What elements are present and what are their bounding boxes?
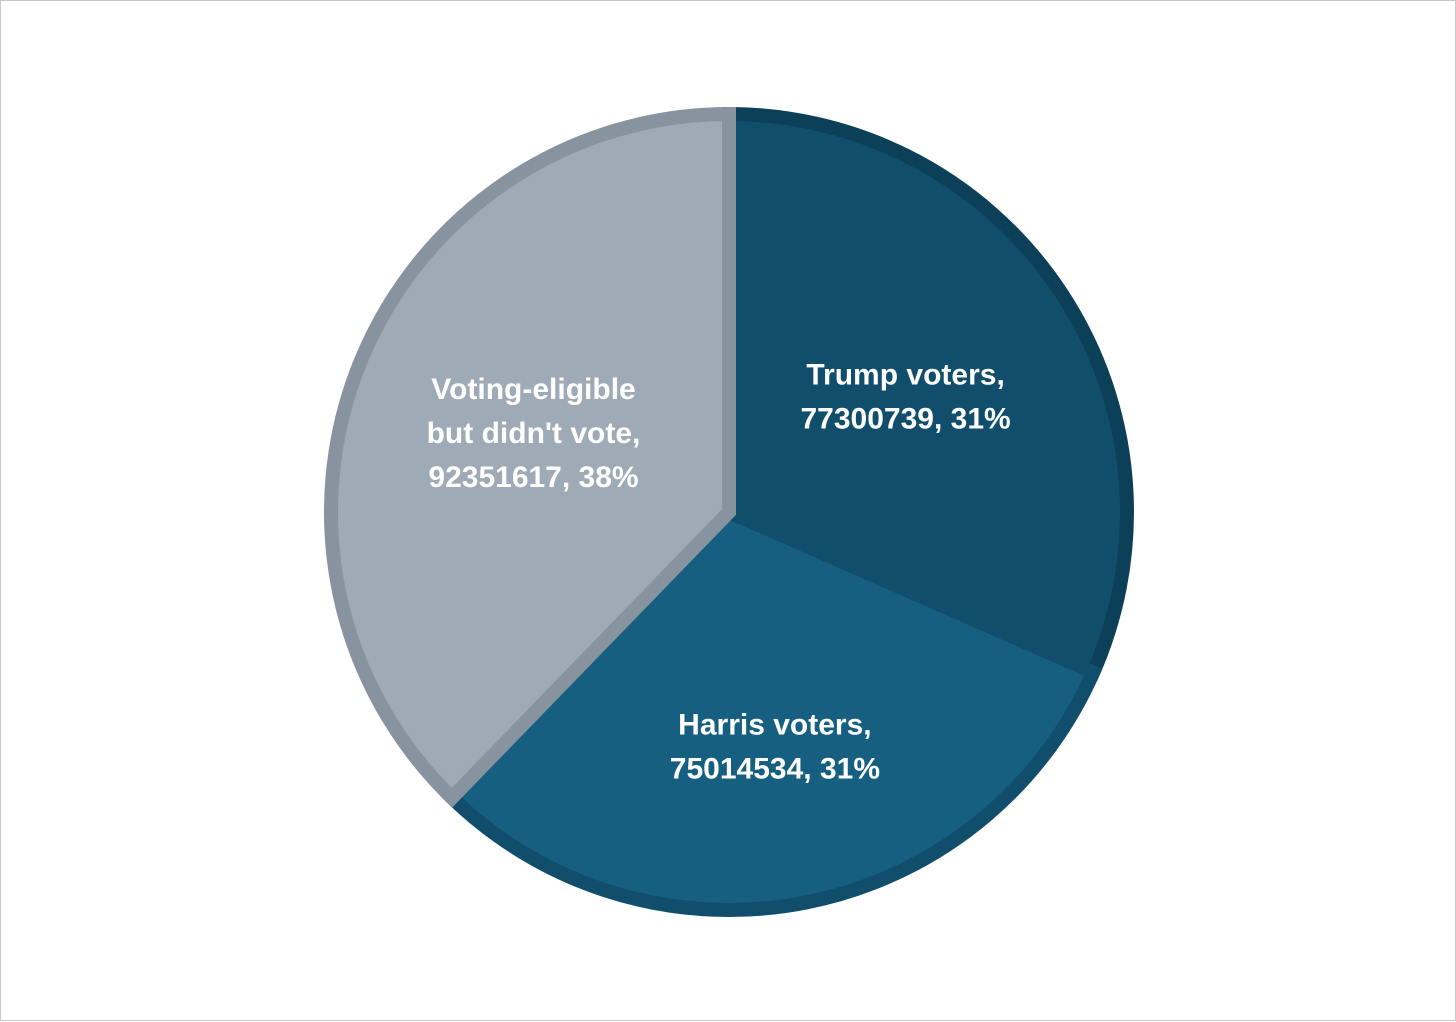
- slice-label-line: Voting-eligible: [431, 373, 635, 406]
- slice-label-voting-eligible-but-didn-t-vote: Voting-eligible but didn't vote, 92351617,…: [427, 373, 641, 494]
- pie-slice-trump-voters: [722, 106, 1134, 682]
- pie-slices: [324, 106, 1134, 917]
- slice-label-line: 75014534, 31%: [670, 752, 880, 785]
- pie-slice-harris-voters: [442, 503, 1103, 917]
- slice-label-trump-voters: Trump voters, 77300739, 31%: [800, 359, 1010, 436]
- slice-label-line: Harris voters,: [678, 708, 871, 741]
- slice-label-line: 92351617, 38%: [428, 461, 638, 494]
- slice-label-line: but didn't vote,: [427, 417, 641, 450]
- pie-slice-voting-eligible-but-didn-t-vote: [324, 106, 736, 808]
- pie-labels: Trump voters, 77300739, 31% Harris voters,…: [427, 359, 1011, 786]
- slice-label-line: 77300739, 31%: [800, 403, 1010, 436]
- slice-label-line: Trump voters,: [806, 359, 1004, 392]
- slice-label-harris-voters: Harris voters, 75014534, 31%: [670, 708, 880, 785]
